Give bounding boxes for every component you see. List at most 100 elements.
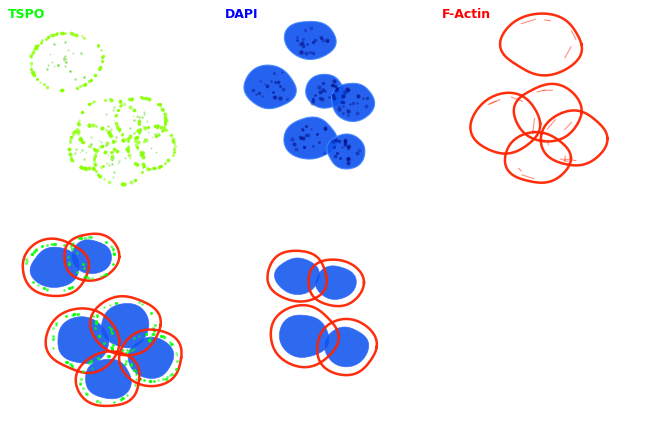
Point <box>106 154 116 161</box>
Point <box>129 116 139 123</box>
Point <box>138 111 149 118</box>
Point <box>101 141 111 148</box>
Point <box>152 123 162 130</box>
Point <box>160 159 170 166</box>
Point <box>73 129 83 136</box>
Point <box>64 67 75 74</box>
Point <box>64 151 75 158</box>
Point <box>352 99 363 106</box>
Point <box>89 165 99 172</box>
Point <box>155 162 166 169</box>
Point <box>73 118 83 125</box>
Point <box>255 77 265 84</box>
Point <box>117 346 127 353</box>
Polygon shape <box>72 240 111 274</box>
Point <box>106 132 116 139</box>
Point <box>131 368 141 375</box>
Point <box>89 161 99 168</box>
Point <box>59 55 70 62</box>
Point <box>313 83 324 90</box>
Point <box>277 69 287 76</box>
Point <box>153 100 163 107</box>
Point <box>98 175 109 182</box>
Point <box>27 50 37 57</box>
Point <box>84 358 94 365</box>
Point <box>168 149 179 156</box>
Point <box>74 235 85 242</box>
Point <box>83 122 94 129</box>
Point <box>69 311 79 318</box>
Point <box>133 120 144 127</box>
Point <box>136 149 146 156</box>
Point <box>105 302 115 309</box>
Point <box>318 36 328 43</box>
Point <box>25 53 36 59</box>
Point <box>248 87 259 94</box>
Point <box>123 147 133 154</box>
Point <box>125 360 136 367</box>
Point <box>361 102 371 109</box>
Point <box>105 131 115 138</box>
Point <box>86 100 96 107</box>
Point <box>96 54 107 61</box>
Point <box>156 162 166 169</box>
Point <box>96 173 106 180</box>
Point <box>92 171 103 178</box>
Point <box>300 123 311 130</box>
Point <box>64 260 75 267</box>
Point <box>90 153 100 160</box>
Point <box>109 398 119 405</box>
Polygon shape <box>274 258 319 295</box>
Point <box>111 120 122 127</box>
Point <box>93 171 103 178</box>
Point <box>87 165 98 172</box>
Point <box>96 138 107 145</box>
Point <box>144 96 155 103</box>
Polygon shape <box>327 134 365 169</box>
Point <box>20 259 31 266</box>
Point <box>131 113 142 120</box>
Point <box>51 321 61 328</box>
Point <box>292 34 302 41</box>
Point <box>42 34 53 41</box>
Point <box>97 125 107 132</box>
Point <box>340 141 350 148</box>
Point <box>103 129 114 136</box>
Point <box>343 155 353 162</box>
Point <box>145 334 155 341</box>
Point <box>116 395 126 402</box>
Point <box>292 36 302 43</box>
Point <box>84 122 94 128</box>
Point <box>343 112 354 119</box>
Point <box>281 95 292 102</box>
Point <box>77 138 88 145</box>
Point <box>107 344 118 351</box>
Point <box>160 118 170 125</box>
Point <box>129 176 140 183</box>
Polygon shape <box>128 337 174 378</box>
Point <box>160 120 170 127</box>
Point <box>91 168 101 175</box>
Point <box>31 247 41 253</box>
Point <box>68 131 78 138</box>
Point <box>335 155 345 162</box>
Point <box>96 46 106 53</box>
Point <box>129 160 140 167</box>
Point <box>144 336 155 343</box>
Point <box>75 135 86 142</box>
Point <box>298 144 309 151</box>
Point <box>72 310 83 317</box>
Point <box>137 151 148 158</box>
Point <box>171 365 181 372</box>
Point <box>305 48 315 55</box>
Point <box>153 131 163 138</box>
Point <box>86 75 96 82</box>
Point <box>120 155 131 161</box>
Point <box>115 396 125 403</box>
Point <box>307 38 318 45</box>
Point <box>111 134 122 141</box>
Point <box>343 144 354 151</box>
Point <box>64 361 75 368</box>
Text: b: b <box>225 194 236 209</box>
Point <box>162 373 172 380</box>
